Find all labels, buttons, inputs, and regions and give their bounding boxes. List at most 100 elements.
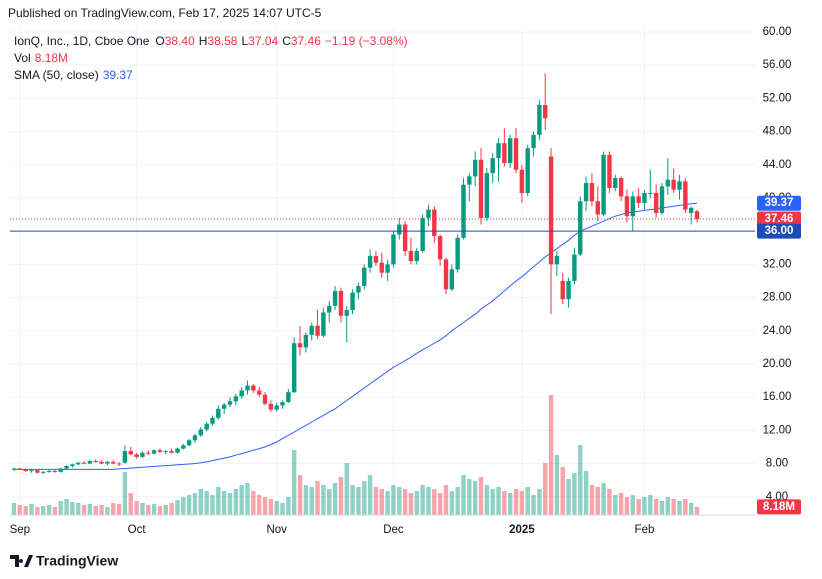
candle-body [402,224,408,252]
volume-bar [151,504,157,515]
marks [10,73,755,515]
x-tick-label: Sep [10,524,30,536]
candle-body [653,192,659,213]
volume-bar [694,506,700,515]
sma-value: 39.37 [103,68,133,82]
price-line-badge [757,223,801,239]
candle-body [169,451,174,453]
header-title: Published on TradingView.com, Feb 17, 20… [8,6,322,20]
candle-body [181,445,186,449]
change: −1.19 (−3.08%) [325,34,408,48]
candle-body [58,468,63,472]
volume-bar [309,487,314,515]
candle-body [595,201,600,215]
candle-body [578,201,583,255]
volume-bar [315,481,320,515]
volume-bar [274,501,279,515]
candle-body [268,403,274,410]
volume-bar [402,489,408,515]
volume-bar [373,487,379,515]
volume-bar [589,485,595,515]
volume-bar [677,501,682,515]
volume-bar [414,491,419,515]
candle-body [327,305,332,313]
sma-label: 39.37 [765,197,794,209]
volume-bar [537,489,542,515]
x-tick-label: Dec [383,524,404,536]
candle-body [93,461,98,463]
candle-body [613,178,618,189]
candle-body [688,207,694,213]
candle-body [297,343,303,348]
candle-body [502,143,507,164]
candle-body [391,234,396,265]
volume-bar [198,489,204,515]
candle-body [496,143,501,159]
volume-bar [554,455,560,515]
volume-label: 8.18M [763,501,795,513]
volume-bar [128,493,133,515]
volume-badge [757,499,801,515]
candle-body [256,390,262,395]
candle-body [677,181,682,190]
volume-bar [122,472,128,515]
volume-bar [432,489,437,515]
candle-body [362,267,367,286]
y-tick-label: 20.00 [763,358,792,370]
volume-bar [204,491,209,515]
candle-body [274,405,279,410]
candle-body [262,394,268,404]
volume-bar [245,483,250,515]
volume-bar [134,501,139,515]
candle-body [70,464,75,467]
candle-body [490,158,495,174]
volume-bar [239,485,244,515]
candle-body [379,262,384,273]
volume-bar [87,504,93,515]
volume-bar [607,489,612,515]
sma-badge [757,195,801,211]
ohlc-value: 38.40 [165,34,195,48]
volume-bar [426,487,431,515]
candle-body [525,148,530,193]
volume-bar [40,506,46,515]
vol-value: 8.18M [35,51,68,65]
candle-body [414,251,419,262]
ohlc-value: 38.58 [207,34,237,48]
volume-bar [548,395,554,515]
volume-bar [391,485,396,515]
volume-bar [572,473,577,515]
candle-body [694,211,700,220]
volume-bar [560,467,565,515]
x-tick-label: Nov [266,524,287,536]
volume-bar [99,505,104,515]
ohlc: O38.40 H38.58 L37.04 C37.46 [155,34,321,48]
volume-bar [513,489,519,515]
volume-bar [216,487,221,515]
volume-bar [449,491,455,515]
candle-body [385,264,390,273]
volume-bar [648,495,653,515]
volume-bar [251,491,256,515]
ohlc-key: O [155,34,164,48]
candle-body [134,454,139,457]
candle-body [309,325,314,335]
volume-bar [408,493,414,515]
volume-bar [46,505,52,515]
volume-bar [385,491,390,515]
candle-body [624,196,630,217]
volume-bar [210,495,215,515]
volume-bar [227,493,233,515]
candle-body [332,290,338,306]
volume-bar [467,479,472,515]
volume-bar [461,475,466,515]
volume-bar [76,503,81,515]
candle-body [548,156,554,265]
volume-bar [484,485,490,515]
candle-body [111,461,116,464]
candle-body [99,461,104,464]
volume-bar [332,483,338,515]
volume-bar [338,477,344,515]
candle-body [367,256,373,268]
candle-body [315,325,320,336]
